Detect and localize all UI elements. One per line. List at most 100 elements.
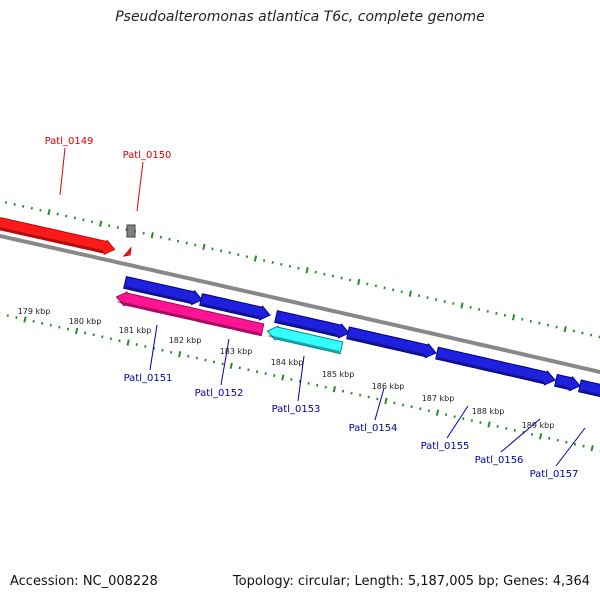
- tick-mark: [305, 267, 309, 274]
- leader-line: [59, 147, 66, 196]
- gene-label-patl-0152: Patl_0152: [195, 388, 244, 399]
- tick-mark: [297, 266, 300, 270]
- tick-mark: [505, 427, 508, 430]
- gene-label-patl-0150: Patl_0150: [123, 150, 172, 161]
- tick-mark: [427, 409, 431, 413]
- tick-mark: [23, 316, 27, 323]
- tick-mark: [358, 393, 362, 397]
- tick-mark: [408, 290, 412, 297]
- tick-mark: [194, 243, 197, 247]
- tick-mark: [391, 288, 395, 292]
- gene-arrow-blue-7-shade: [580, 389, 600, 397]
- gene-arrow-blue-4-shade: [348, 336, 426, 356]
- tick-mark: [376, 397, 379, 401]
- gene-arrow-blue-3-shade: [276, 320, 339, 337]
- tick-mark: [357, 278, 361, 286]
- tick-mark: [316, 383, 319, 387]
- tick-mark: [444, 413, 448, 417]
- tick-mark: [90, 220, 94, 224]
- tick-mark: [262, 259, 266, 262]
- tick-mark: [314, 270, 317, 274]
- leader-line: [374, 387, 385, 421]
- tick-mark: [161, 348, 164, 352]
- tick-mark: [58, 325, 61, 329]
- tick-mark: [185, 241, 188, 245]
- tick-mark: [221, 362, 224, 366]
- gene-labels: Patl_0149 Patl_0150 Patl_0151 Patl_0152 Patl…: [45, 136, 579, 480]
- tick-mark: [307, 381, 310, 385]
- tick-mark: [212, 360, 216, 364]
- tick-mark: [150, 232, 154, 239]
- tick-mark: [453, 415, 456, 419]
- tick-mark: [99, 220, 103, 227]
- tick-mark: [142, 231, 145, 235]
- leader-line: [446, 405, 469, 439]
- gene-label-patl-0154: Patl_0154: [349, 423, 398, 434]
- leader-line: [149, 324, 158, 371]
- gene-label-patl-0155: Patl_0155: [421, 441, 470, 452]
- tick-mark: [238, 366, 241, 370]
- gene-arrow-blue-4: [346, 326, 437, 359]
- gene-arrow-blue-6: [553, 373, 581, 392]
- gene-arrow-blue-3: [274, 310, 350, 339]
- tick-mark: [548, 436, 551, 440]
- gene-box-pink-shade: [117, 300, 261, 335]
- tick-mark: [13, 203, 16, 206]
- tick-mark: [255, 370, 259, 374]
- genome-summary-text: Topology: circular; Length: 5,187,005 bp…: [232, 574, 590, 589]
- tick-mark: [426, 296, 429, 300]
- kbp-labels: 179 kbp 180 kbp 181 kbp 182 kbp 183 kbp 184 k…: [18, 307, 555, 430]
- tick-mark: [84, 331, 87, 335]
- tick-mark: [168, 237, 171, 241]
- gene-features: [0, 217, 600, 398]
- tick-mark: [419, 407, 422, 411]
- tick-mark: [374, 284, 378, 288]
- leader-line: [220, 338, 230, 386]
- tick-mark: [530, 432, 534, 436]
- tick-mark: [178, 351, 182, 358]
- kbp-label: 186 kbp: [372, 382, 405, 391]
- gene-label-patl-0153: Patl_0153: [272, 404, 321, 415]
- tick-mark: [169, 350, 173, 354]
- gene-arrow-blue-1-shade: [125, 286, 192, 303]
- tick-mark: [273, 374, 276, 377]
- tick-mark: [74, 327, 79, 335]
- tick-mark: [15, 316, 18, 319]
- tick-mark: [92, 333, 95, 337]
- tick-mark: [22, 204, 25, 208]
- tick-mark: [469, 306, 472, 309]
- gene-box-cyan-shade: [268, 334, 340, 353]
- tick-mark: [32, 319, 35, 323]
- tick-mark: [195, 356, 199, 360]
- tick-mark: [108, 224, 111, 228]
- tick-mark: [204, 358, 207, 362]
- tick-mark: [298, 379, 302, 383]
- tick-mark: [417, 294, 421, 298]
- tick-mark: [435, 298, 438, 301]
- tick-mark: [6, 314, 9, 318]
- leader-line: [555, 427, 586, 467]
- gene-arrow-blue-5: [435, 346, 556, 386]
- tick-mark: [30, 206, 33, 210]
- tick-mark: [247, 368, 250, 372]
- tick-mark: [410, 405, 413, 409]
- tick-mark: [470, 419, 474, 422]
- tick-mark: [479, 421, 482, 424]
- tick-marks: [0, 201, 600, 452]
- tick-mark: [529, 319, 532, 323]
- tick-mark: [187, 354, 190, 358]
- tick-mark: [521, 317, 524, 321]
- tick-mark: [400, 290, 403, 294]
- gene-arrow-blue-2-shade: [201, 303, 260, 319]
- tick-mark: [39, 208, 42, 212]
- gene-arrow-blue-5-shade: [437, 356, 545, 384]
- backbone-track: [0, 233, 600, 375]
- tick-mark: [288, 264, 292, 268]
- tick-mark: [589, 333, 593, 337]
- tick-mark: [324, 385, 327, 389]
- gene-label-patl-0151: Patl_0151: [124, 373, 173, 384]
- tick-mark: [452, 302, 455, 305]
- tick-mark: [253, 255, 258, 262]
- tick-mark: [367, 395, 370, 399]
